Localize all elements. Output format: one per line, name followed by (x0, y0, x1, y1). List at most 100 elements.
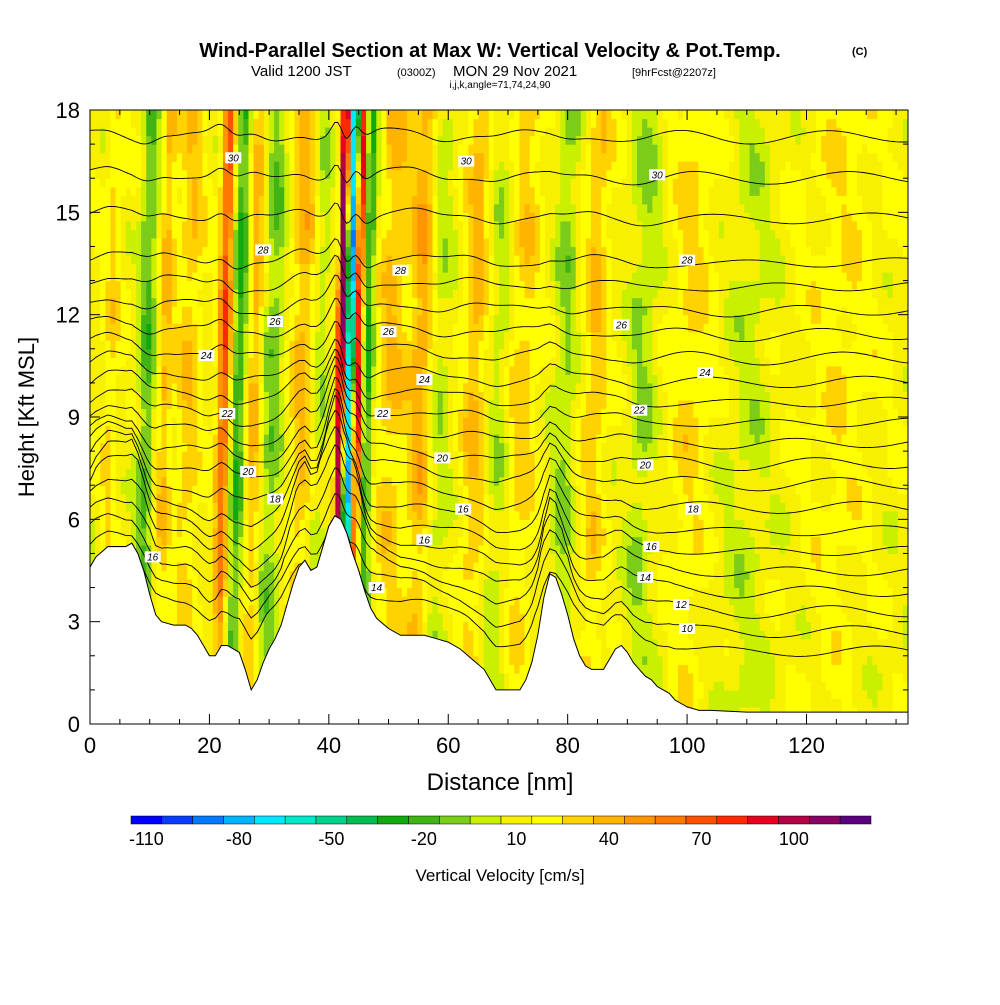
w-cell (345, 237, 352, 248)
w-cell (233, 408, 239, 418)
w-cell (182, 195, 188, 205)
w-cell (437, 135, 444, 145)
w-cell (222, 306, 229, 316)
w-cell (258, 306, 265, 316)
w-cell (304, 425, 311, 435)
w-cell (233, 391, 239, 401)
w-cell (248, 237, 255, 248)
w-cell (125, 152, 132, 162)
w-cell (253, 527, 260, 537)
w-cell (320, 425, 326, 435)
w-cell (207, 399, 214, 410)
w-cell (355, 408, 362, 418)
w-cell (376, 186, 383, 196)
w-cell (263, 314, 270, 324)
w-cell (314, 178, 321, 188)
w-cell (294, 254, 301, 265)
w-cell (192, 323, 198, 333)
w-cell (243, 331, 250, 341)
w-cell (166, 280, 173, 290)
w-cell (130, 237, 137, 248)
w-cell (289, 237, 296, 248)
w-cell (314, 118, 321, 128)
w-cell (125, 391, 132, 401)
w-cell (299, 272, 306, 282)
w-cell (274, 587, 280, 597)
w-cell (340, 229, 347, 239)
w-cell (304, 536, 311, 546)
w-cell (141, 519, 147, 529)
w-cell (376, 110, 383, 120)
w-cell (422, 212, 429, 222)
w-cell (115, 348, 122, 358)
w-cell (115, 485, 122, 495)
w-cell (263, 237, 270, 248)
w-cell (258, 340, 265, 350)
w-cell (125, 314, 132, 324)
w-cell (432, 536, 439, 546)
w-cell (432, 391, 439, 401)
w-cell (228, 306, 234, 316)
w-cell (222, 144, 229, 154)
w-cell (258, 110, 265, 120)
w-cell (396, 178, 403, 188)
w-cell (422, 203, 429, 213)
w-cell (182, 246, 188, 256)
w-cell (284, 229, 290, 239)
w-cell (120, 229, 127, 239)
w-cell (422, 468, 429, 478)
w-cell (105, 510, 112, 520)
w-cell (432, 118, 439, 128)
w-cell (233, 289, 239, 299)
w-cell (417, 144, 423, 154)
w-cell (406, 630, 413, 640)
w-cell (401, 280, 408, 290)
w-cell (95, 382, 101, 393)
w-cell (192, 570, 198, 580)
w-cell (197, 212, 204, 222)
w-cell (253, 561, 260, 572)
w-cell (437, 476, 444, 486)
w-cell (427, 323, 434, 333)
w-cell (182, 127, 188, 137)
w-cell (417, 553, 423, 563)
w-cell (417, 186, 423, 196)
w-cell (350, 203, 357, 213)
w-cell (100, 254, 106, 265)
w-cell (238, 135, 244, 145)
w-cell (376, 382, 383, 393)
w-cell (146, 229, 152, 239)
w-cell (197, 493, 204, 503)
w-cell (248, 476, 255, 486)
w-cell (156, 399, 163, 410)
w-cell (243, 425, 250, 435)
w-cell (376, 254, 383, 265)
w-cell (95, 493, 101, 503)
w-cell (110, 289, 117, 299)
w-cell (412, 220, 418, 230)
w-cell (141, 297, 147, 307)
w-cell (176, 220, 183, 230)
w-cell (120, 485, 127, 495)
w-cell (192, 561, 198, 572)
w-cell (222, 314, 229, 324)
w-cell (182, 237, 188, 248)
w-cell (330, 382, 336, 393)
w-cell (274, 459, 280, 469)
w-cell (197, 613, 204, 623)
w-cell (294, 510, 301, 520)
w-cell (243, 357, 250, 367)
w-cell (115, 519, 122, 529)
w-cell (207, 408, 214, 418)
w-cell (130, 314, 137, 324)
w-cell (182, 254, 188, 265)
w-cell (176, 195, 183, 205)
w-cell (248, 451, 255, 461)
w-cell (417, 485, 423, 495)
w-cell (238, 587, 244, 597)
w-cell (360, 118, 367, 128)
w-cell (386, 237, 393, 248)
w-cell (136, 544, 142, 555)
w-cell (166, 110, 173, 120)
w-cell (304, 135, 311, 145)
